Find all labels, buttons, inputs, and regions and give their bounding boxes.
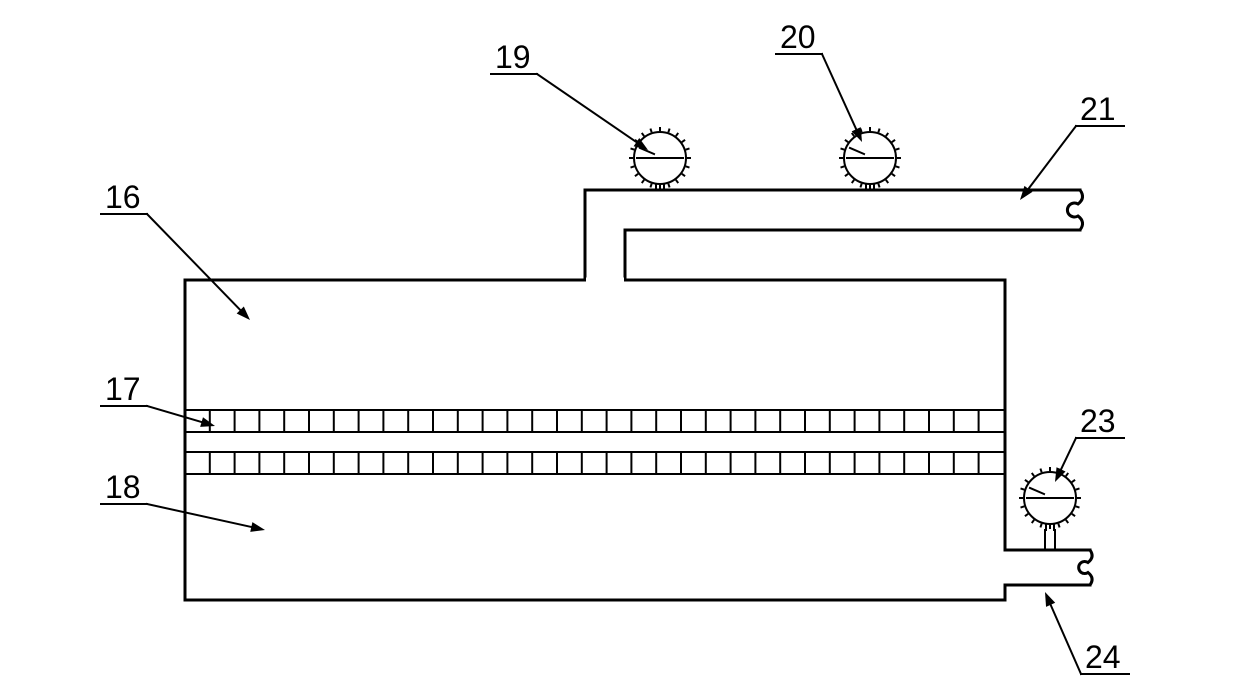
svg-text:20: 20 bbox=[780, 19, 816, 55]
svg-text:21: 21 bbox=[1080, 91, 1116, 127]
svg-text:17: 17 bbox=[105, 371, 141, 407]
svg-text:23: 23 bbox=[1080, 403, 1116, 439]
svg-text:16: 16 bbox=[105, 179, 141, 215]
svg-text:18: 18 bbox=[105, 469, 141, 505]
svg-text:19: 19 bbox=[495, 39, 531, 75]
svg-text:24: 24 bbox=[1085, 639, 1121, 675]
engineering-diagram: 16 17 18 19 20 21 23 24 bbox=[0, 0, 1240, 690]
